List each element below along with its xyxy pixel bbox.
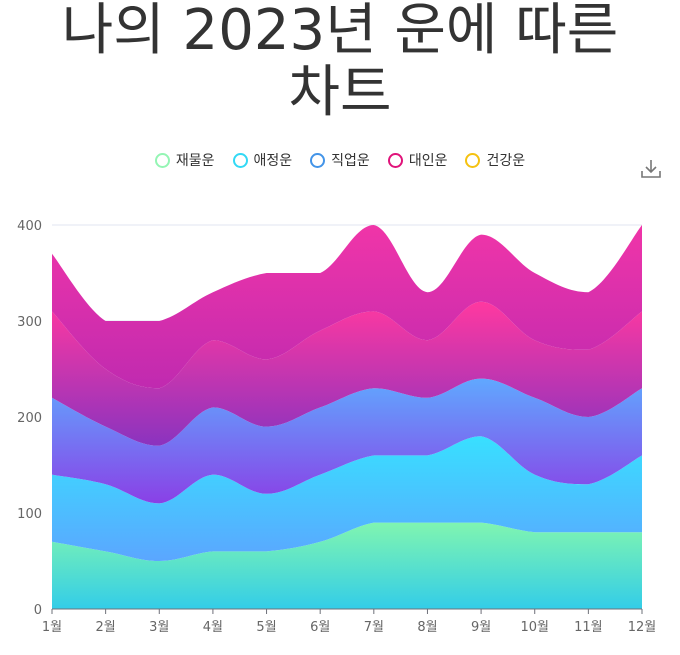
legend-marker-icon	[232, 152, 248, 168]
legend: 재물운 애정운 직업운 대인운 건강운	[0, 150, 680, 170]
legend-marker-icon	[310, 152, 326, 168]
chart-title-line1: 나의 2023년 운에 따른	[61, 0, 619, 63]
legend-item[interactable]: 애정운	[232, 150, 293, 170]
legend-label: 건강운	[486, 153, 526, 169]
y-tick-label: 300	[17, 315, 42, 330]
area-series-4[interactable]	[52, 301, 642, 446]
x-tick-label: 6월	[310, 620, 330, 635]
download-icon[interactable]	[640, 158, 662, 180]
chart-title-line2: 차트	[288, 60, 392, 125]
x-tick-label: 7월	[364, 620, 384, 635]
legend-label: 애정운	[253, 153, 293, 169]
y-tick-label: 400	[17, 219, 42, 234]
legend-item[interactable]: 건강운	[465, 150, 525, 170]
area-series-2[interactable]	[52, 436, 642, 561]
area-series-3[interactable]	[52, 378, 642, 504]
legend-item[interactable]: 직업운	[310, 150, 370, 170]
x-tick-label: 12월	[628, 620, 657, 635]
chart-area: 0 100 200 300 400 1월 2월 3월 4월 5월 6월 7월 8월 9월 10월 11월 12월	[17, 219, 657, 635]
x-tick-label: 2월	[96, 620, 116, 635]
x-tick-label: 4월	[203, 620, 223, 635]
x-tick-label: 10월	[520, 620, 549, 635]
y-tick-label: 200	[17, 411, 42, 426]
x-tick-label: 1월	[42, 620, 62, 635]
x-tick-label: 3월	[149, 620, 169, 635]
legend-item[interactable]: 재물운	[154, 150, 215, 170]
legend-marker-icon	[154, 152, 170, 168]
legend-label: 대인운	[408, 153, 448, 169]
y-tick-label: 100	[17, 507, 42, 522]
legend-item[interactable]: 대인운	[387, 150, 448, 170]
legend-marker-icon	[387, 152, 403, 168]
x-tick-label: 11월	[574, 620, 603, 635]
chart-title: 나의 2023년 운에 따른 차트	[0, 0, 680, 124]
x-tick-label: 5월	[256, 620, 276, 635]
y-tick-label: 0	[34, 603, 42, 618]
legend-marker-icon	[465, 152, 481, 168]
legend-label: 재물운	[175, 153, 215, 169]
legend-label: 직업운	[331, 153, 370, 169]
area-series-5[interactable]	[52, 225, 642, 389]
area-series-1[interactable]	[52, 522, 642, 609]
x-tick-label: 8월	[417, 620, 437, 635]
x-tick-label: 9월	[471, 620, 491, 635]
